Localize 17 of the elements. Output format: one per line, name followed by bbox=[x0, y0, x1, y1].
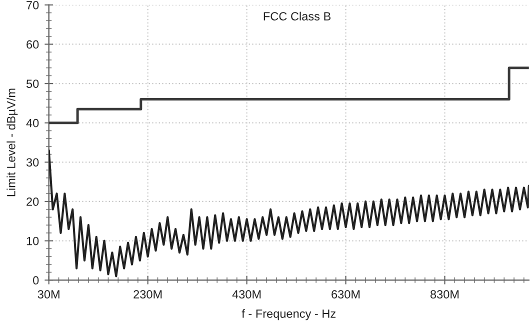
x-tick-label: 630M bbox=[332, 290, 360, 299]
y-tick-label: 10 bbox=[26, 236, 39, 246]
x-tick-label: 830M bbox=[430, 290, 459, 299]
y-axis-title: Limit Level - dBµV/m bbox=[6, 88, 18, 196]
y-tick-label: 70 bbox=[26, 0, 39, 10]
x-tick-label: 230M bbox=[134, 290, 162, 299]
y-tick-label: 20 bbox=[26, 198, 39, 206]
x-axis-title: f - Frequency - Hz bbox=[242, 309, 336, 320]
x-tick-label: 430M bbox=[232, 290, 261, 299]
y-tick-label: 30 bbox=[26, 158, 39, 167]
x-tick-label: 30M bbox=[38, 290, 60, 299]
y-tick-label: 60 bbox=[26, 40, 39, 49]
chart-title: FCC Class B bbox=[264, 12, 331, 20]
y-tick-label: 40 bbox=[26, 118, 39, 128]
y-tick-label: 50 bbox=[26, 80, 39, 88]
line-series bbox=[48, 149, 529, 278]
y-tick-label: 0 bbox=[33, 276, 39, 285]
